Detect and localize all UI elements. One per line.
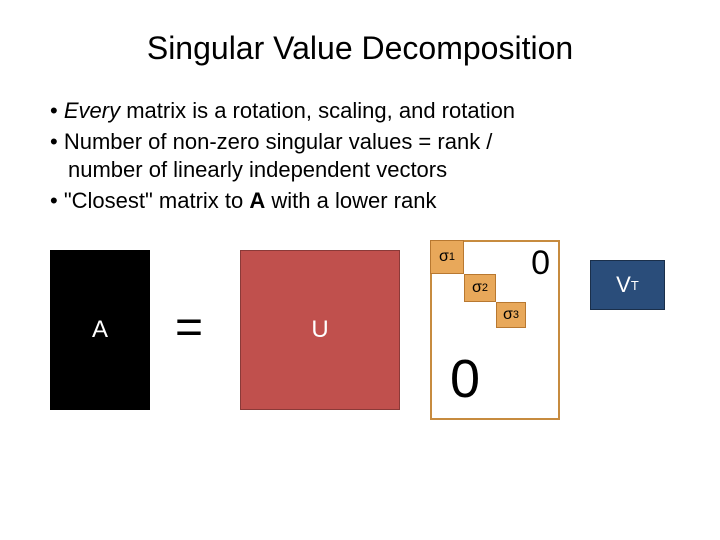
sigma-2-cell: σ2 bbox=[464, 274, 496, 302]
sigma-1-cell: σ1 bbox=[430, 240, 464, 274]
matrix-a-label: A bbox=[92, 316, 108, 344]
bullet-3-bold: A bbox=[249, 188, 265, 213]
equals-sign: = bbox=[175, 300, 203, 355]
bullet-1: • Every matrix is a rotation, scaling, a… bbox=[50, 97, 670, 126]
bullet-2-cont: number of linearly independent vectors bbox=[50, 156, 670, 185]
sigma-zero-top-right: 0 bbox=[531, 244, 550, 283]
bullet-list: • Every matrix is a rotation, scaling, a… bbox=[50, 97, 670, 215]
bullet-3-prefix: • "Closest" matrix to bbox=[50, 188, 249, 213]
sigma-1-sub: 1 bbox=[449, 251, 455, 263]
matrix-u: U bbox=[240, 250, 400, 410]
matrix-a: A bbox=[50, 250, 150, 410]
sigma-1-sym: σ bbox=[439, 248, 449, 266]
matrix-u-label: U bbox=[311, 316, 328, 344]
bullet-2: • Number of non-zero singular values = r… bbox=[50, 128, 670, 185]
sigma-zero-bottom-left: 0 bbox=[450, 348, 480, 410]
matrix-vt-label: V bbox=[616, 272, 631, 298]
bullet-2-text: • Number of non-zero singular values = r… bbox=[50, 129, 492, 154]
bullet-3: • "Closest" matrix to A with a lower ran… bbox=[50, 187, 670, 216]
sigma-3-cell: σ3 bbox=[496, 302, 526, 328]
bullet-3-rest: with a lower rank bbox=[265, 188, 436, 213]
matrix-v-transpose: VT bbox=[590, 260, 665, 310]
page-title: Singular Value Decomposition bbox=[50, 30, 670, 67]
sigma-2-sym: σ bbox=[472, 279, 482, 297]
matrix-sigma: σ1 σ2 σ3 0 0 bbox=[430, 240, 560, 420]
bullet-1-rest: matrix is a rotation, scaling, and rotat… bbox=[120, 98, 515, 123]
sigma-3-sub: 3 bbox=[513, 309, 519, 321]
svd-diagram: A = U σ1 σ2 σ3 0 0 VT bbox=[50, 240, 670, 440]
bullet-1-em: Every bbox=[64, 98, 120, 123]
sigma-2-sub: 2 bbox=[482, 282, 488, 294]
sigma-3-sym: σ bbox=[503, 306, 513, 324]
bullet-1-prefix: • bbox=[50, 98, 64, 123]
matrix-vt-sup: T bbox=[631, 278, 639, 293]
